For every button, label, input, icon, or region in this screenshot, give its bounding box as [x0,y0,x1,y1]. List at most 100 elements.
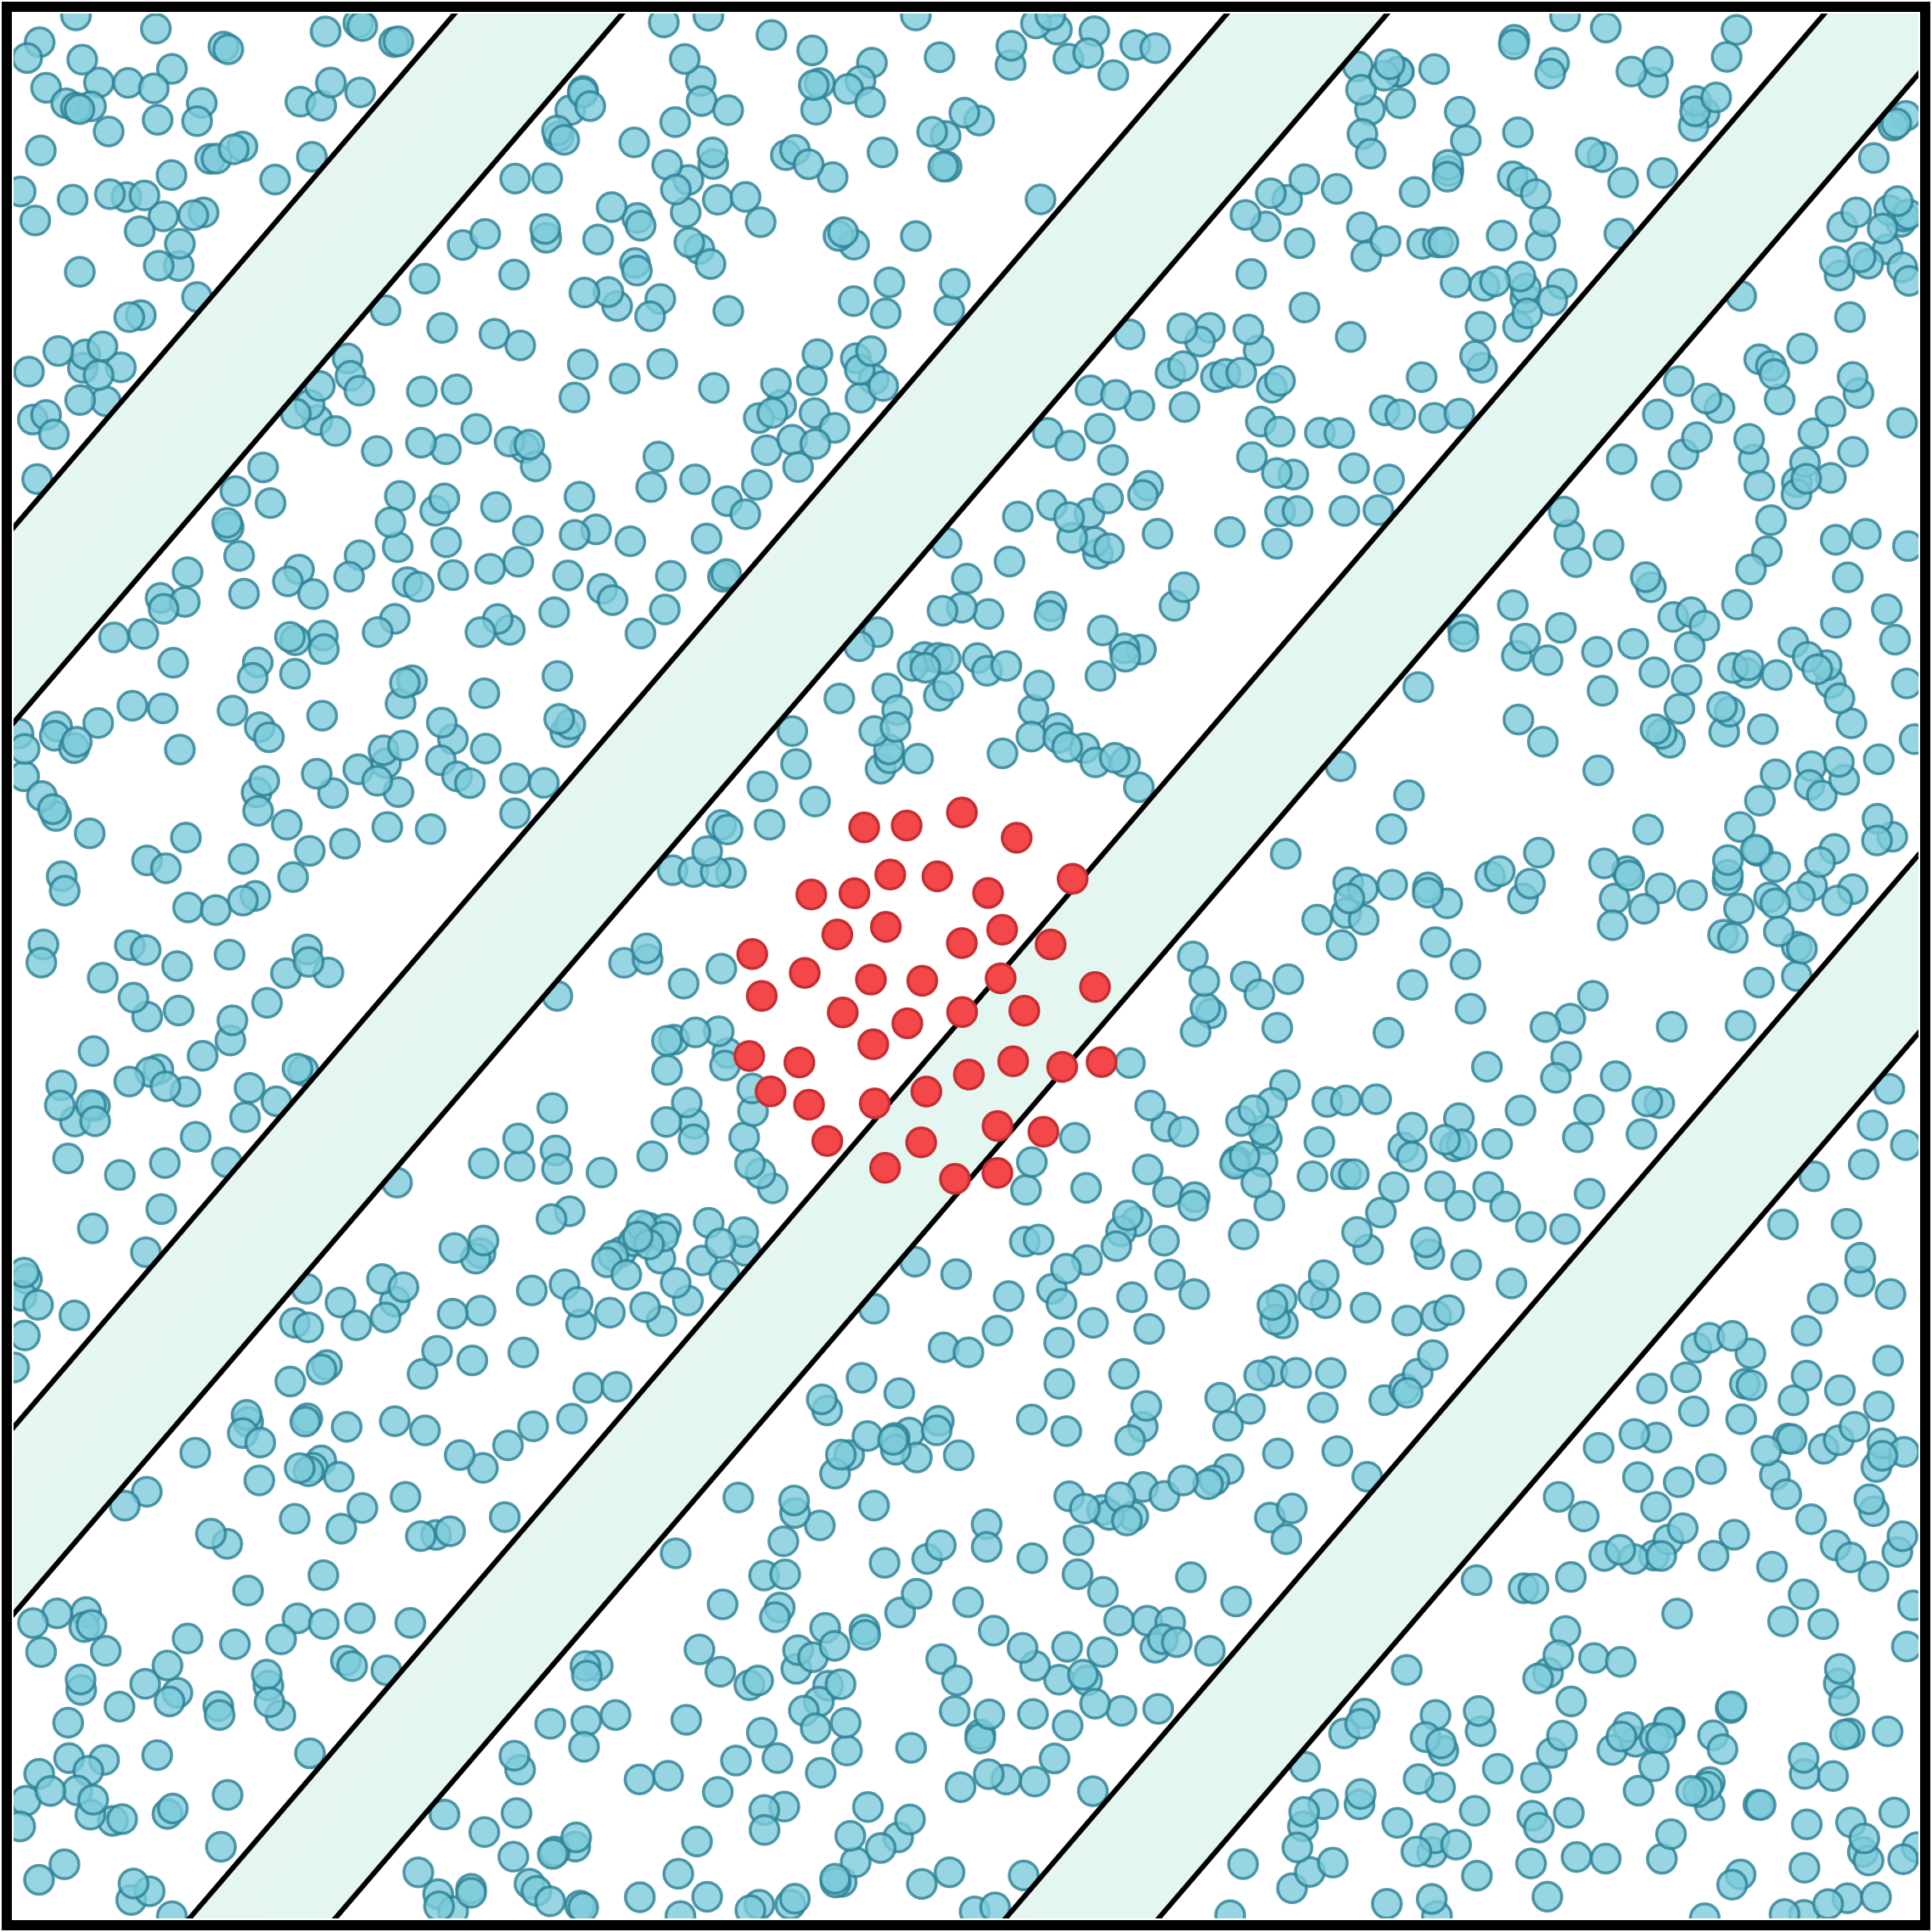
particle [1575,137,1607,169]
particle [753,808,786,841]
particle [425,706,458,739]
particle [517,1410,549,1443]
particle [636,1140,669,1172]
particle [199,894,232,926]
highlight-particle [946,927,978,959]
particle [879,710,912,744]
particle [673,226,705,259]
particle [1671,664,1703,696]
highlight-particle [858,1087,891,1120]
particle [1320,172,1353,205]
particle [1670,1361,1702,1394]
particle [212,33,244,65]
particle [1243,1359,1276,1392]
particle [691,834,723,868]
particle [933,1856,966,1889]
particle [690,522,723,555]
particle [1739,834,1772,866]
particle [1489,1190,1521,1223]
particle [1375,812,1407,845]
particle [570,1660,604,1692]
particle [1514,868,1547,900]
particle [1402,1763,1435,1795]
particle [402,1856,435,1889]
particle [456,1344,489,1377]
particle [1283,227,1316,260]
particle [1114,1424,1147,1457]
particle [1051,1709,1084,1742]
particle [901,1577,933,1610]
particle [1847,1149,1880,1181]
particle [1396,1140,1429,1173]
highlight-particle [793,1088,825,1121]
particle [1390,1654,1423,1686]
particle [155,53,188,85]
particle [823,682,856,715]
particle [951,562,983,595]
particle [73,817,106,850]
particle [319,415,352,447]
particle [630,932,663,964]
particle [942,1439,975,1472]
particle [1886,407,1918,439]
particle [1794,1503,1828,1536]
highlight-particle [997,1045,1030,1078]
particle [1581,636,1614,668]
particle [727,1121,761,1154]
particle [635,471,667,503]
particle [1879,623,1912,656]
highlight-particle [783,1046,816,1079]
particle [1321,1435,1354,1468]
particle [499,761,531,795]
particle [1022,1223,1055,1256]
particle [952,1586,985,1619]
particle [1175,1561,1207,1593]
highlight-particle [891,1007,924,1040]
highlight-particle [946,996,979,1029]
particle [443,1439,476,1471]
particle [1443,397,1475,430]
particle [1504,260,1537,293]
particle [1706,1733,1738,1766]
particle [1743,469,1776,502]
particle [1514,1210,1547,1244]
particle [1743,966,1775,999]
particle [756,396,789,430]
particle [1067,1659,1099,1691]
particle [56,183,89,216]
highlight-particle [985,962,1017,995]
particle [1890,667,1918,699]
particle [1009,1173,1042,1206]
particle [213,938,246,971]
particle [1381,1806,1413,1839]
particle [1390,1304,1424,1337]
particle [792,148,825,181]
highlight-particle [755,1075,787,1108]
particle [306,699,339,732]
particle [467,1224,500,1257]
particle [1240,1166,1272,1199]
particle [831,1734,863,1767]
particle [21,463,53,496]
particle [250,986,284,1019]
highlight-particle [795,879,828,911]
particle [211,1778,244,1811]
particle [1830,1207,1863,1240]
particle [1880,107,1912,140]
particle [677,1123,710,1155]
highlight-particle [1034,928,1067,961]
particle [1015,720,1047,753]
particle [1722,892,1755,925]
particle [1109,640,1142,673]
particle [916,115,948,148]
particle [426,312,458,345]
particle [219,1628,251,1660]
particle [1650,469,1682,502]
particle [17,1607,49,1639]
particle [683,1633,716,1665]
particle [1554,1560,1587,1593]
particle [14,1319,42,1351]
particle [1882,185,1914,217]
particle [1663,693,1696,725]
particle [1519,1761,1553,1794]
